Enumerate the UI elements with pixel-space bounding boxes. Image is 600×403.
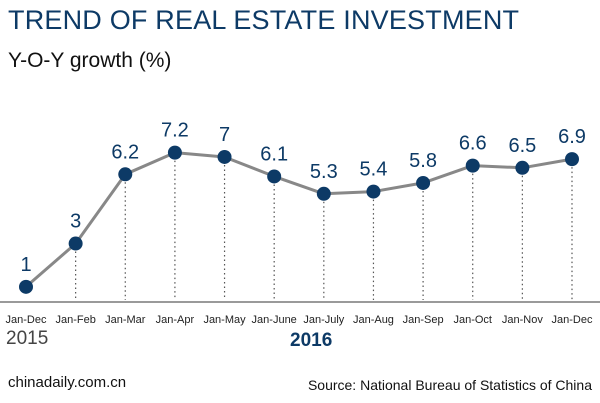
x-tick-label: Jan-July	[303, 314, 344, 326]
data-point	[267, 169, 282, 184]
data-points	[19, 145, 579, 294]
y-axis-label: Y-O-Y growth (%)	[8, 49, 172, 72]
x-tick-label: Jan-Nov	[502, 314, 543, 326]
site-credit: chinadaily.com.cn	[8, 374, 127, 391]
x-tick-label: Jan-Aug	[353, 314, 394, 326]
value-label: 3	[70, 211, 81, 233]
value-labels: 1 3 6.2 7.2 7 6.1 5.3 5.4 5.8 6.6 6.5 6.9	[20, 120, 585, 276]
data-point	[217, 149, 232, 164]
x-tick-label: Jan-Sep	[403, 314, 444, 326]
value-label: 7.2	[161, 120, 189, 142]
year-label-2016: 2016	[290, 330, 333, 351]
x-tick-label: Jan-Feb	[55, 314, 95, 326]
data-source: Source: National Bureau of Statistics of…	[307, 377, 592, 393]
x-tick-labels: Jan-Dec Jan-Feb Jan-Mar Jan-Apr Jan-May Jan-J…	[6, 314, 593, 326]
x-tick-label: Jan-Dec	[6, 314, 47, 326]
data-point	[465, 158, 480, 173]
x-tick-label: Jan-Oct	[453, 314, 492, 326]
x-tick-label: Jan-May	[203, 314, 246, 326]
x-tick-label: Jan-Mar	[105, 314, 146, 326]
data-point	[167, 145, 182, 160]
data-point	[316, 186, 331, 201]
value-label: 6.1	[260, 143, 288, 165]
year-label-2015: 2015	[6, 328, 49, 349]
value-label: 5.3	[310, 161, 338, 183]
value-label: 5.8	[409, 150, 437, 172]
x-tick-label: Jan-Apr	[156, 314, 195, 326]
drop-lines	[75, 160, 573, 300]
data-point	[68, 236, 83, 251]
data-point	[565, 152, 579, 167]
value-label: 6.5	[508, 135, 536, 157]
data-point	[118, 167, 133, 182]
value-label: 5.4	[360, 159, 388, 181]
value-label: 7	[219, 124, 230, 146]
data-point	[416, 175, 431, 190]
x-tick-label: Jan-June	[252, 314, 297, 326]
value-label: 6.2	[111, 141, 139, 163]
series-line	[25, 151, 573, 288]
data-point	[366, 184, 381, 199]
x-tick-label: Jan-Dec	[552, 314, 593, 326]
chart-title: TREND OF REAL ESTATE INVESTMENT	[8, 5, 520, 35]
value-label: 1	[20, 254, 31, 276]
value-label: 6.9	[558, 126, 586, 148]
data-point	[515, 160, 530, 175]
data-point	[19, 279, 33, 294]
value-label: 6.6	[459, 133, 487, 155]
